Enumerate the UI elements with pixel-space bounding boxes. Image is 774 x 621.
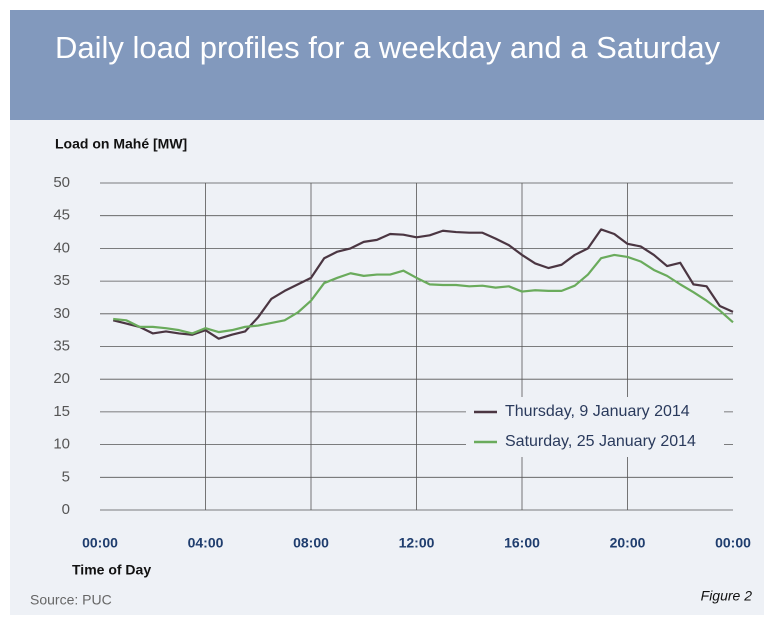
y-tick-label: 35 <box>53 272 70 289</box>
y-tick-label: 45 <box>53 207 70 224</box>
y-tick-label: 0 <box>62 501 70 518</box>
y-tick-label: 10 <box>53 436 70 453</box>
x-tick-label: 16:00 <box>504 535 540 551</box>
y-tick-label: 15 <box>53 403 70 420</box>
y-tick-label: 20 <box>53 370 70 387</box>
figure-label: Figure 2 <box>701 588 753 604</box>
x-tick-label: 00:00 <box>715 535 751 551</box>
y-tick-label: 30 <box>53 305 70 322</box>
y-tick-label: 35 <box>53 337 70 354</box>
chart-background <box>10 120 764 615</box>
x-tick-label: 08:00 <box>293 535 329 551</box>
x-tick-label: 04:00 <box>188 535 224 551</box>
x-axis-label: Time of Day <box>72 562 151 578</box>
legend-label: Thursday, 9 January 2014 <box>505 403 690 420</box>
source: Source: PUC <box>30 592 112 608</box>
header-band <box>10 10 764 120</box>
series-line <box>113 253 734 335</box>
y-tick-label: 50 <box>53 174 70 191</box>
y-tick-label: 40 <box>53 239 70 256</box>
series-line <box>112 228 734 340</box>
x-tick-label: 00:00 <box>82 535 118 551</box>
chart-title: Daily load profiles for a weekday and a … <box>55 30 721 65</box>
legend-label: Saturday, 25 January 2014 <box>505 433 696 450</box>
y-tick-label: 5 <box>62 468 70 485</box>
legend-background <box>466 397 724 457</box>
y-axis-label: Load on Mahé [MW] <box>55 136 187 152</box>
x-tick-label: 12:00 <box>399 535 435 551</box>
x-tick-label: 20:00 <box>610 535 646 551</box>
